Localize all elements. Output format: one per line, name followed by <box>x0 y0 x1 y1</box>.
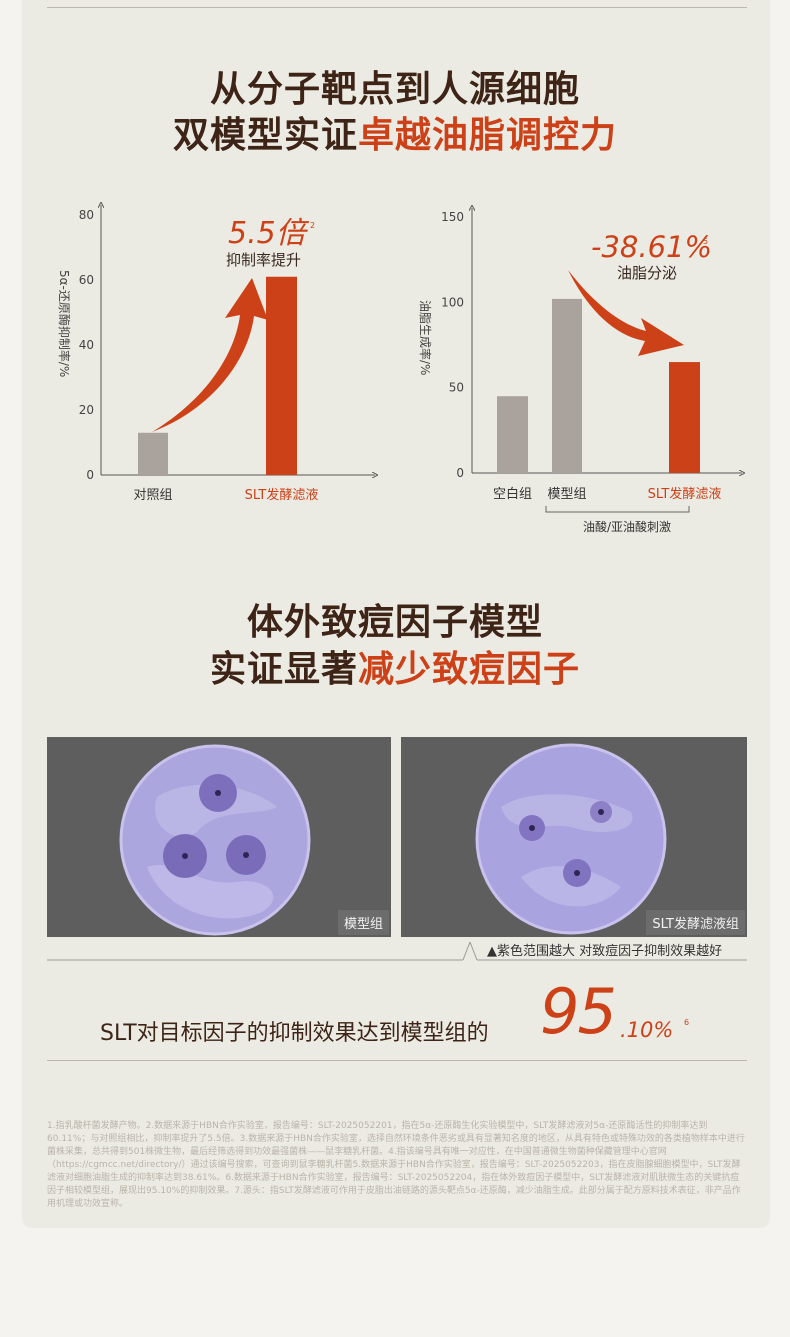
petri-dish-slt-image <box>475 743 667 935</box>
chart1-category-label: 对照组 <box>133 488 172 503</box>
top-divider <box>47 7 747 8</box>
dish-panel-slt: SLT发酵滤液组 <box>401 737 747 937</box>
chart2-bracket <box>545 506 690 513</box>
chart1-y-tick: 40 <box>79 338 94 352</box>
section2-title-line2: 实证显著减少致痘因子 <box>209 649 581 690</box>
chart1-y-tick: 80 <box>79 208 94 222</box>
chart2-annotation-text: 油脂分泌 <box>617 264 677 282</box>
chart1-annotation-text: 抑制率提升 <box>226 251 301 269</box>
dish-note: ▲紫色范围越大 对致痘因子抑制效果越好 <box>487 944 723 959</box>
chart1-bar <box>266 276 297 475</box>
chart1-annotation-sup: 2 <box>310 221 315 230</box>
chart1-y-axis-label: 5α-还原酶抑制率/% <box>57 270 72 377</box>
chart2-category-label: SLT发酵滤液 <box>648 486 722 502</box>
chart1-category-label: SLT发酵滤液 <box>245 487 319 503</box>
content-card <box>22 0 770 1228</box>
chart2-annotation-sup: 5 <box>703 237 708 246</box>
chart1-y-tick: 60 <box>79 273 94 287</box>
chart1-y-tick: 20 <box>79 403 94 417</box>
chart2-group-label: 油酸/亚油酸刺激 <box>583 519 671 534</box>
section1-title-line1: 从分子靶点到人源细胞 <box>209 69 580 110</box>
section2-title-line1: 体外致痘因子模型 <box>246 602 543 643</box>
chart1-y-tick: 0 <box>86 468 94 482</box>
chart1-rise-arrow <box>152 278 268 432</box>
note-bracket <box>47 941 747 961</box>
summary-big-number: 95 <box>540 975 617 1048</box>
petri-dish-model-image <box>119 744 311 936</box>
section1-title-line2: 双模型实证卓越油脂调控力 <box>172 115 618 156</box>
chart1-annotation-value: 5.5倍 <box>228 216 310 251</box>
chart2-y-tick: 100 <box>441 295 464 309</box>
dish-label-model: 模型组 <box>337 910 389 935</box>
summary-small-number: .10% <box>620 1018 674 1042</box>
chart2-category-label: 模型组 <box>547 487 586 502</box>
summary-text: SLT对目标因子的抑制效果达到模型组的 <box>100 1021 489 1046</box>
chart2-bar <box>669 362 700 473</box>
dish-label-slt: SLT发酵滤液组 <box>646 910 745 935</box>
chart1-bar <box>138 432 168 475</box>
chart2-y-tick: 150 <box>441 210 464 224</box>
chart-sebum: 油脂生成率/% 0 50 100 150 空白组 模型组 SLT发酵滤液 油酸/亚油酸刺激… <box>418 208 742 534</box>
chart2-fall-arrow <box>568 270 684 356</box>
chart2-annotation-value: -38.61% <box>591 230 712 264</box>
chart2-bar <box>497 396 528 473</box>
chart2-category-label: 空白组 <box>493 486 532 502</box>
chart2-y-tick: 0 <box>456 466 464 480</box>
chart2-bar <box>552 298 582 473</box>
dish-panel-model: 模型组 <box>47 737 391 937</box>
summary-superscript: 6 <box>684 1018 690 1027</box>
summary-divider <box>47 1060 747 1061</box>
chart2-y-tick: 50 <box>449 381 464 395</box>
footnote: 1.指乳酸杆菌发酵产物。2.数据来源于HBN合作实验室，报告编号：SLT-202… <box>47 1121 745 1209</box>
chart2-y-axis-label: 油脂生成率/% <box>418 300 433 375</box>
